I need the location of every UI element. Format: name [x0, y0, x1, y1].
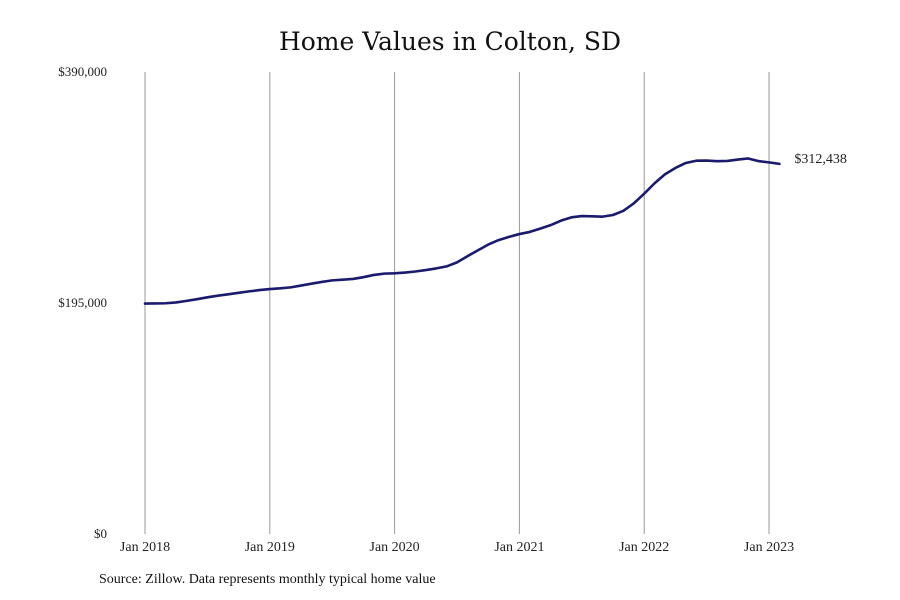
- gridlines: [144, 72, 770, 534]
- x-tick-label: Jan 2023: [744, 540, 794, 555]
- end-value-label: $312,438: [794, 152, 847, 167]
- chart-title: Home Values in Colton, SD: [278, 27, 622, 56]
- x-tick-label: Jan 2021: [494, 540, 544, 555]
- x-tick-label: Jan 2020: [370, 540, 420, 555]
- x-tick-label: Jan 2018: [120, 540, 170, 555]
- y-tick-label: $195,000: [58, 295, 107, 310]
- source-note: Source: Zillow. Data represents monthly …: [99, 572, 436, 587]
- y-tick-label: $0: [94, 526, 107, 541]
- series-line-home-value: [143, 157, 781, 305]
- y-tick-label: $390,000: [58, 64, 107, 79]
- x-axis-ticks: Jan 2018 Jan 2019 Jan 2020 Jan 2021 Jan 2022…: [120, 540, 794, 555]
- x-tick-label: Jan 2022: [619, 540, 669, 555]
- x-tick-label: Jan 2019: [245, 540, 295, 555]
- y-axis-ticks: $0 $195,000 $390,000: [58, 64, 107, 541]
